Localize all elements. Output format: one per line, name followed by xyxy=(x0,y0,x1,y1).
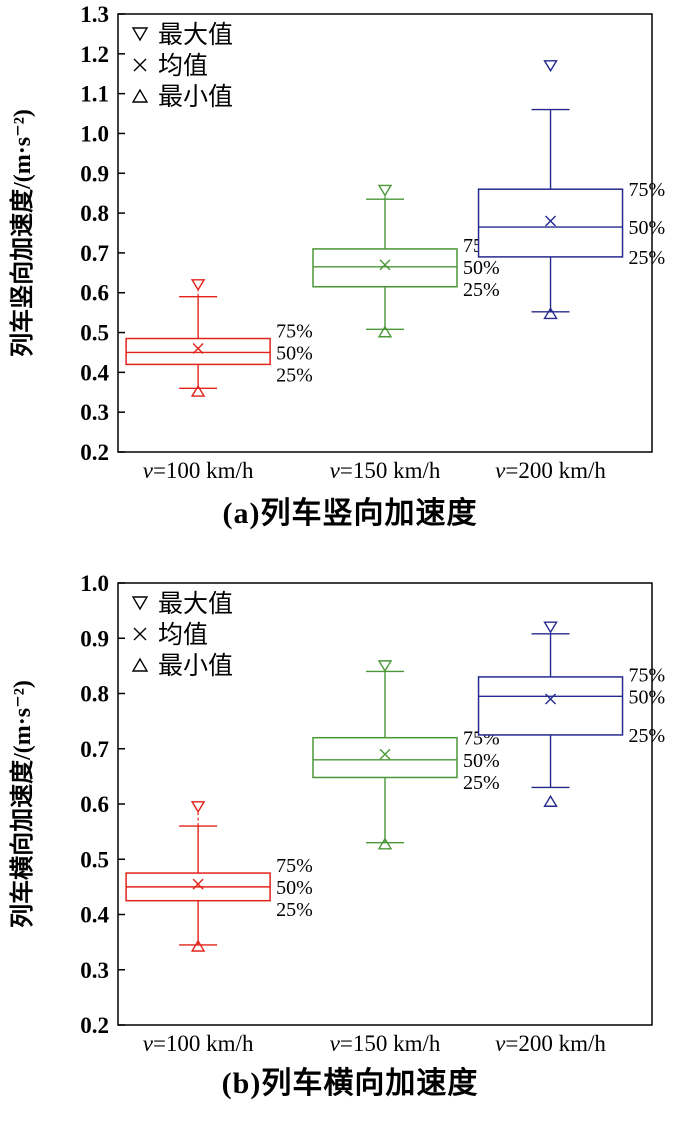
triangle-up-open-legend-icon xyxy=(131,657,149,672)
min-marker xyxy=(377,325,393,338)
y-tick-label: 0.9 xyxy=(80,161,109,186)
quartile-label-75: 75% xyxy=(629,179,666,201)
y-tick-label: 0.3 xyxy=(80,958,109,983)
quartile-label-50: 50% xyxy=(463,257,500,279)
legend-label: 均值 xyxy=(158,621,208,649)
y-tick-label: 1.0 xyxy=(80,571,109,596)
legend-label: 最大值 xyxy=(158,21,233,49)
y-tick-label: 0.3 xyxy=(80,400,109,425)
min-marker xyxy=(377,837,393,850)
mean-marker xyxy=(379,259,391,271)
y-tick-label: 1.1 xyxy=(80,82,109,107)
chart-b-plot: 0.2 0.3 0.4 0.5 0.6 0.7 0.8 0.9 1.0 列车横向加速度/(m·s⁻… xyxy=(8,571,666,1056)
box xyxy=(477,676,624,736)
box xyxy=(125,337,271,366)
x-category-label: v=100 km/h xyxy=(143,1031,254,1056)
box xyxy=(477,188,624,258)
min-marker xyxy=(543,794,558,807)
min-marker xyxy=(190,384,206,397)
cross-legend-icon xyxy=(133,627,147,641)
chart-a-plot: 0.2 0.3 0.4 0.5 0.6 0.7 0.8 0.9 1.0 1.1 1.2 1.3 列车竖向… xyxy=(8,2,666,483)
y-tick-label: 0.5 xyxy=(80,847,109,872)
cross-legend-icon xyxy=(133,58,147,72)
max-marker xyxy=(377,660,393,673)
x-category-label: v=150 km/h xyxy=(330,1031,441,1056)
box xyxy=(312,248,458,288)
chart-b-title: (b)列车横向加速度 xyxy=(221,1067,479,1100)
quartile-label-75: 75% xyxy=(276,855,313,877)
x-category-label: v=150 km/h xyxy=(330,458,441,483)
y-tick-label: 0.9 xyxy=(80,626,109,651)
chart-a: 0.2 0.3 0.4 0.5 0.6 0.7 0.8 0.9 1.0 1.1 1.2 1.3 列车竖向… xyxy=(0,0,700,534)
max-marker xyxy=(190,801,206,814)
max-marker xyxy=(377,184,393,197)
y-tick-label: 1.0 xyxy=(80,121,109,146)
x-category-label: v=200 km/h xyxy=(495,458,606,483)
quartile-label-25: 25% xyxy=(629,725,666,747)
y-tick-label: 0.6 xyxy=(80,792,109,817)
y-tick-label: 0.8 xyxy=(80,201,109,226)
y-axis-label: 列车横向加速度/(m·s⁻²) xyxy=(8,680,36,928)
mean-marker xyxy=(192,878,204,890)
y-tick-label: 0.7 xyxy=(80,241,109,266)
quartile-label-25: 25% xyxy=(463,279,500,301)
plot-frame xyxy=(117,13,653,453)
quartile-label-25: 25% xyxy=(276,899,313,921)
mean-marker xyxy=(545,693,557,705)
triangle-down-open-legend-icon xyxy=(131,596,149,611)
max-marker xyxy=(543,60,558,73)
legend-label: 最小值 xyxy=(158,652,233,680)
y-tick-label: 0.8 xyxy=(80,682,109,707)
y-axis-label: 列车竖向加速度/(m·s⁻²) xyxy=(8,109,36,357)
figure-page: 0.2 0.3 0.4 0.5 0.6 0.7 0.8 0.9 1.0 1.1 1.2 1.3 列车竖向… xyxy=(0,0,700,1104)
legend-label: 最小值 xyxy=(158,83,233,111)
mean-marker xyxy=(379,748,391,760)
x-category-label: v=100 km/h xyxy=(143,458,254,483)
triangle-up-open-legend-icon xyxy=(131,88,149,103)
chart-b: 0.2 0.3 0.4 0.5 0.6 0.7 0.8 0.9 1.0 列车横向加速度/(m·s⁻… xyxy=(0,570,700,1104)
quartile-label-25: 25% xyxy=(463,772,500,794)
y-tick-label: 0.4 xyxy=(80,903,109,928)
min-marker xyxy=(190,939,206,952)
quartile-label-50: 50% xyxy=(463,750,500,772)
legend-label: 均值 xyxy=(158,52,208,80)
quartile-label-50: 50% xyxy=(276,342,313,364)
triangle-down-open-legend-icon xyxy=(131,27,149,42)
quartile-label-50: 50% xyxy=(629,686,666,708)
chart-a-title: (a)列车竖向加速度 xyxy=(222,497,478,530)
y-tick-label: 0.4 xyxy=(80,360,109,385)
max-marker xyxy=(190,279,206,292)
max-marker xyxy=(543,621,558,634)
quartile-label-25: 25% xyxy=(629,247,666,269)
box xyxy=(312,736,458,779)
y-tick-label: 0.2 xyxy=(80,440,109,465)
legend-label: 最大值 xyxy=(158,590,233,618)
min-marker xyxy=(543,307,558,320)
y-tick-label: 0.2 xyxy=(80,1013,109,1038)
y-tick-label: 0.6 xyxy=(80,281,109,306)
y-tick-label: 0.7 xyxy=(80,737,109,762)
quartile-label-50: 50% xyxy=(629,217,666,239)
quartile-label-75: 75% xyxy=(629,664,666,686)
mean-marker xyxy=(545,215,557,227)
y-tick-label: 1.3 xyxy=(80,2,109,27)
x-category-label: v=200 km/h xyxy=(495,1031,606,1056)
quartile-label-25: 25% xyxy=(276,364,313,386)
quartile-label-50: 50% xyxy=(276,877,313,899)
quartile-label-75: 75% xyxy=(276,320,313,342)
y-tick-label: 0.5 xyxy=(80,321,109,346)
mean-marker xyxy=(192,342,204,354)
y-tick-label: 1.2 xyxy=(80,42,109,67)
